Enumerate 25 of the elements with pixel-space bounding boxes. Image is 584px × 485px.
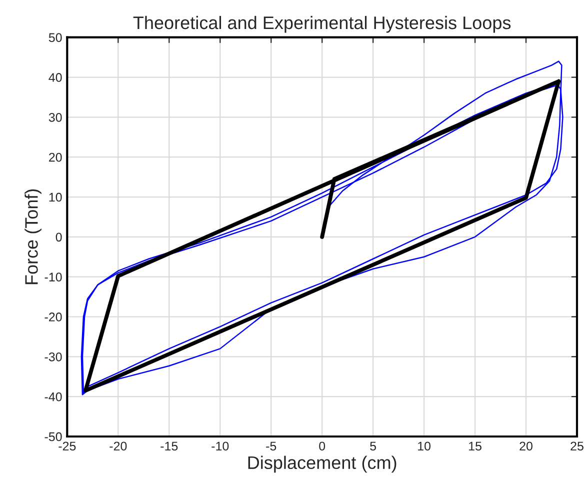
x-tick-label: -10 (212, 442, 229, 451)
y-tick-label: -20 (44, 312, 62, 322)
y-tick-label: -40 (44, 392, 62, 402)
x-tick-label: 25 (570, 442, 584, 451)
y-tick-label: 50 (48, 33, 62, 42)
y-tick-label: -50 (44, 432, 62, 442)
x-tick-label: 0 (319, 442, 326, 451)
x-tick-label: -20 (110, 442, 127, 451)
y-tick-label: 30 (48, 112, 62, 122)
y-tick-label: 0 (56, 232, 62, 242)
y-tick-label: 40 (48, 73, 62, 82)
x-tick-label: -25 (58, 442, 76, 451)
x-tick-label: 20 (520, 442, 532, 451)
y-tick-label: 10 (49, 192, 62, 202)
y-tick-label: 20 (49, 152, 62, 162)
x-tick-label: -5 (266, 442, 276, 451)
y-tick-label: -30 (44, 352, 62, 362)
x-axis-title: Displacement (cm) (248, 456, 396, 473)
x-tick-label: 5 (370, 442, 376, 451)
y-tick-label: -10 (44, 272, 62, 282)
x-tick-label: 15 (469, 442, 482, 451)
y-axis-title: Force (Tonf) (24, 189, 42, 284)
x-tick-label: -15 (160, 442, 178, 451)
chart-title: Theoretical and Experimental Hysteresis Loops (133, 16, 511, 33)
x-tick-label: 10 (418, 442, 431, 451)
